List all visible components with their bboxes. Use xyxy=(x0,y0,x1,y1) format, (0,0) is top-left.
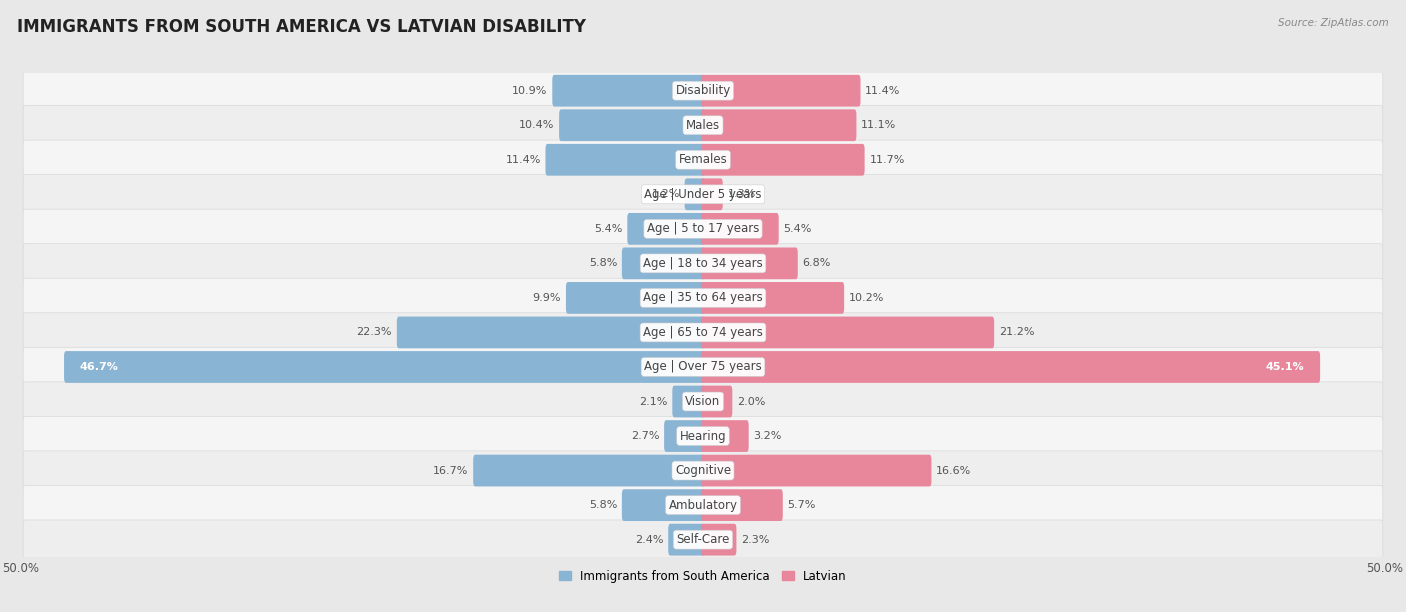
FancyBboxPatch shape xyxy=(560,110,704,141)
Text: Age | Under 5 years: Age | Under 5 years xyxy=(644,188,762,201)
Text: 9.9%: 9.9% xyxy=(533,293,561,303)
Text: Age | 35 to 64 years: Age | 35 to 64 years xyxy=(643,291,763,304)
Text: Self-Care: Self-Care xyxy=(676,533,730,546)
Text: 10.4%: 10.4% xyxy=(519,120,554,130)
Text: 10.9%: 10.9% xyxy=(512,86,547,95)
Text: 2.7%: 2.7% xyxy=(631,431,659,441)
FancyBboxPatch shape xyxy=(22,244,1384,283)
Text: 16.6%: 16.6% xyxy=(936,466,972,476)
FancyBboxPatch shape xyxy=(702,489,783,521)
FancyBboxPatch shape xyxy=(553,75,704,106)
FancyBboxPatch shape xyxy=(22,416,1384,456)
Text: 2.0%: 2.0% xyxy=(737,397,765,406)
FancyBboxPatch shape xyxy=(702,455,931,487)
Text: 11.7%: 11.7% xyxy=(869,155,905,165)
Text: 5.8%: 5.8% xyxy=(589,258,617,269)
Text: 5.4%: 5.4% xyxy=(595,224,623,234)
Text: 46.7%: 46.7% xyxy=(80,362,118,372)
Text: Age | 18 to 34 years: Age | 18 to 34 years xyxy=(643,257,763,270)
Text: Females: Females xyxy=(679,153,727,166)
FancyBboxPatch shape xyxy=(22,313,1384,352)
FancyBboxPatch shape xyxy=(702,282,844,314)
FancyBboxPatch shape xyxy=(474,455,704,487)
FancyBboxPatch shape xyxy=(672,386,704,417)
FancyBboxPatch shape xyxy=(22,382,1384,421)
FancyBboxPatch shape xyxy=(627,213,704,245)
FancyBboxPatch shape xyxy=(22,278,1384,318)
FancyBboxPatch shape xyxy=(22,347,1384,387)
FancyBboxPatch shape xyxy=(702,247,797,279)
Text: Vision: Vision xyxy=(685,395,721,408)
Text: Ambulatory: Ambulatory xyxy=(668,499,738,512)
FancyBboxPatch shape xyxy=(702,75,860,106)
Text: 2.3%: 2.3% xyxy=(741,535,769,545)
Text: 5.4%: 5.4% xyxy=(783,224,811,234)
Text: Males: Males xyxy=(686,119,720,132)
FancyBboxPatch shape xyxy=(22,451,1384,490)
Text: 5.8%: 5.8% xyxy=(589,500,617,510)
FancyBboxPatch shape xyxy=(702,213,779,245)
Text: 10.2%: 10.2% xyxy=(849,293,884,303)
Text: 2.4%: 2.4% xyxy=(636,535,664,545)
FancyBboxPatch shape xyxy=(702,524,737,556)
FancyBboxPatch shape xyxy=(546,144,704,176)
FancyBboxPatch shape xyxy=(668,524,704,556)
Legend: Immigrants from South America, Latvian: Immigrants from South America, Latvian xyxy=(554,565,852,588)
Text: Age | 5 to 17 years: Age | 5 to 17 years xyxy=(647,222,759,236)
FancyBboxPatch shape xyxy=(22,174,1384,214)
FancyBboxPatch shape xyxy=(567,282,704,314)
Text: Disability: Disability xyxy=(675,84,731,97)
FancyBboxPatch shape xyxy=(22,485,1384,525)
FancyBboxPatch shape xyxy=(22,520,1384,559)
Text: 16.7%: 16.7% xyxy=(433,466,468,476)
Text: 45.1%: 45.1% xyxy=(1265,362,1305,372)
Text: Age | Over 75 years: Age | Over 75 years xyxy=(644,360,762,373)
Text: 2.1%: 2.1% xyxy=(640,397,668,406)
Text: 6.8%: 6.8% xyxy=(803,258,831,269)
Text: Cognitive: Cognitive xyxy=(675,464,731,477)
Text: 11.1%: 11.1% xyxy=(862,120,897,130)
FancyBboxPatch shape xyxy=(621,489,704,521)
FancyBboxPatch shape xyxy=(702,110,856,141)
FancyBboxPatch shape xyxy=(702,144,865,176)
FancyBboxPatch shape xyxy=(22,140,1384,179)
Text: Hearing: Hearing xyxy=(679,430,727,442)
FancyBboxPatch shape xyxy=(685,179,704,210)
FancyBboxPatch shape xyxy=(702,351,1320,383)
FancyBboxPatch shape xyxy=(702,420,748,452)
Text: 11.4%: 11.4% xyxy=(865,86,901,95)
FancyBboxPatch shape xyxy=(621,247,704,279)
Text: 5.7%: 5.7% xyxy=(787,500,815,510)
FancyBboxPatch shape xyxy=(702,386,733,417)
Text: 11.4%: 11.4% xyxy=(505,155,541,165)
FancyBboxPatch shape xyxy=(22,209,1384,248)
Text: 1.2%: 1.2% xyxy=(651,189,681,200)
Text: Age | 65 to 74 years: Age | 65 to 74 years xyxy=(643,326,763,339)
Text: 1.3%: 1.3% xyxy=(727,189,756,200)
FancyBboxPatch shape xyxy=(702,179,723,210)
Text: Source: ZipAtlas.com: Source: ZipAtlas.com xyxy=(1278,18,1389,28)
Text: 21.2%: 21.2% xyxy=(998,327,1035,337)
FancyBboxPatch shape xyxy=(22,71,1384,110)
Text: 22.3%: 22.3% xyxy=(357,327,392,337)
Text: IMMIGRANTS FROM SOUTH AMERICA VS LATVIAN DISABILITY: IMMIGRANTS FROM SOUTH AMERICA VS LATVIAN… xyxy=(17,18,586,36)
Text: 3.2%: 3.2% xyxy=(754,431,782,441)
FancyBboxPatch shape xyxy=(396,316,704,348)
FancyBboxPatch shape xyxy=(22,105,1384,145)
FancyBboxPatch shape xyxy=(664,420,704,452)
FancyBboxPatch shape xyxy=(702,316,994,348)
FancyBboxPatch shape xyxy=(65,351,704,383)
